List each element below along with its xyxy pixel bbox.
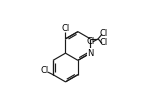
- Text: Cl: Cl: [100, 29, 108, 38]
- Text: Cl: Cl: [100, 38, 108, 47]
- Text: Cl: Cl: [61, 24, 70, 33]
- Text: Cl: Cl: [41, 66, 49, 75]
- Text: N: N: [87, 49, 94, 58]
- Text: Cl: Cl: [87, 37, 95, 46]
